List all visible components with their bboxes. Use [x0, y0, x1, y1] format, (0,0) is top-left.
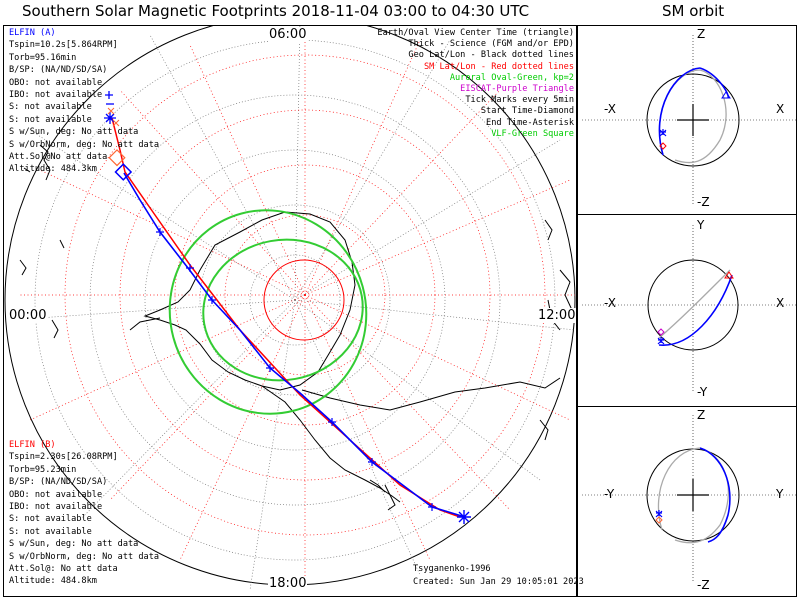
- elfin-view-center-markers: [104, 91, 116, 124]
- orbit1-axis-right: X: [776, 102, 785, 116]
- elfin-b-info: ELFIN (B) Tspin=2.30s[26.08RPM] Torb=95.…: [9, 439, 159, 588]
- geo-grid: [9, 26, 576, 591]
- elfin-b-line: S: not available: [9, 514, 92, 525]
- elfin-b-line: OBO: not available: [9, 489, 103, 500]
- elfin-b-line: B/SP: (NA/ND/SD/SA): [9, 477, 108, 488]
- elfin-a-name: ELFIN (A): [9, 28, 56, 38]
- mlt-label-bottom: 18:00: [268, 576, 308, 591]
- sm-pole-circle: [263, 259, 345, 341]
- footprint-plot-frame: [3, 25, 577, 597]
- elfin-a-line: Altitude: 484.3km: [9, 164, 97, 175]
- created-timestamp: Created: Sun Jan 29 10:05:01 2023: [413, 577, 584, 587]
- elfin-b-line: S w/OrbNorm, deg: No att data: [9, 551, 160, 562]
- orbit3-axis-left: -Y: [604, 487, 615, 501]
- elfin-b-line: IBO: not available: [9, 502, 103, 513]
- legend-item: Auroral Oval-Green, kp=2: [449, 72, 574, 83]
- model-credit: Tsyganenko-1996: [413, 564, 491, 574]
- elfin-a-line: IBO: not available: [9, 90, 103, 101]
- orbit2-axis-bottom: -Y: [697, 385, 708, 399]
- orbit-plot-xz: [582, 35, 797, 205]
- elfin-a-line: B/SP: (NA/ND/SD/SA): [9, 65, 108, 76]
- elfin-a-start-diamond: [114, 163, 133, 181]
- elfin-a-line: Torb=95.16min: [9, 52, 77, 63]
- orbit-title: SM orbit: [662, 2, 725, 20]
- legend-item: SM Lat/Lon - Red dotted lines: [423, 61, 574, 72]
- orbit2-axis-right: X: [776, 296, 785, 310]
- legend-item: End Time-Asterisk: [486, 117, 574, 128]
- orbit2-axis-left: -X: [604, 296, 616, 310]
- legend-item: Earth/Oval View Center Time (triangle): [377, 28, 574, 38]
- legend: Earth/Oval View Center Time (triangle) T…: [377, 28, 574, 140]
- elfin-b-line: Torb=95.23min: [9, 464, 77, 475]
- antarctica-coastline: [129, 211, 561, 503]
- legend-item: VLF-Green Square: [491, 128, 574, 139]
- elfin-b-line: Tspin=2.30s[26.08RPM]: [9, 452, 118, 463]
- legend-item: Geo Lat/Lon - Black dotted lines: [408, 50, 574, 61]
- elfin-b-name: ELFIN (B): [9, 440, 56, 450]
- orbit-panel-yz: [577, 406, 797, 597]
- elfin-b-line: Altitude: 484.8km: [9, 576, 97, 587]
- orbit2-axis-top: Y: [697, 218, 705, 232]
- elfin-b-line: S w/Sun, deg: No att data: [9, 539, 139, 550]
- elfin-b-view-markers: [107, 107, 120, 127]
- legend-item: Start Time-Diamond: [480, 106, 574, 117]
- orbit3-axis-top: Z: [697, 408, 706, 422]
- elfin-a-tick-marks: [156, 228, 436, 511]
- orbit3-axis-right: Y: [776, 487, 784, 501]
- orbit1-axis-left: -X: [604, 102, 616, 116]
- elfin-a-line: S w/Sun, deg: No att data: [9, 127, 139, 138]
- elfin-b-line: Att.Sol@: No att data: [9, 564, 118, 575]
- elfin-b-start-diamond: [108, 149, 126, 167]
- orbit-plot-xy: [582, 225, 797, 393]
- elfin-a-line: S: not available: [9, 102, 92, 113]
- orbit-plot-yz: [582, 415, 797, 583]
- elfin-a-line: S w/OrbNorm, deg: No att data: [9, 139, 160, 150]
- orbit1-axis-bottom: -Z: [697, 195, 710, 209]
- mlt-label-top: 06:00: [268, 27, 308, 42]
- elfin-a-line: Att.Sol@No att data: [9, 152, 108, 163]
- elfin-a-info: ELFIN (A) Tspin=10.2s[5.864RPM] Torb=95.…: [9, 27, 159, 176]
- elfin-a-line: S: not available: [9, 114, 92, 125]
- sm-grid: [20, 30, 575, 580]
- mlt-label-right: 12:00: [537, 308, 577, 323]
- auroral-oval: [168, 209, 368, 415]
- mlt-label-left: 00:00: [8, 308, 48, 323]
- orbit3-axis-bottom: -Z: [697, 578, 710, 592]
- elfin-a-end-asterisk: [457, 510, 471, 524]
- legend-item: Thick - Science (FGM and/or EPD): [408, 39, 574, 50]
- legend-item: EISCAT-Purple Triangle: [460, 84, 574, 95]
- page-title: Southern Solar Magnetic Footprints 2018-…: [22, 2, 530, 20]
- legend-item: Tick Marks every 5min: [465, 95, 574, 106]
- orbit1-axis-top: Z: [697, 27, 706, 41]
- elfin-b-line: S: not available: [9, 526, 92, 537]
- elfin-a-line: OBO: not available: [9, 77, 103, 88]
- elfin-a-line: Tspin=10.2s[5.864RPM]: [9, 40, 118, 51]
